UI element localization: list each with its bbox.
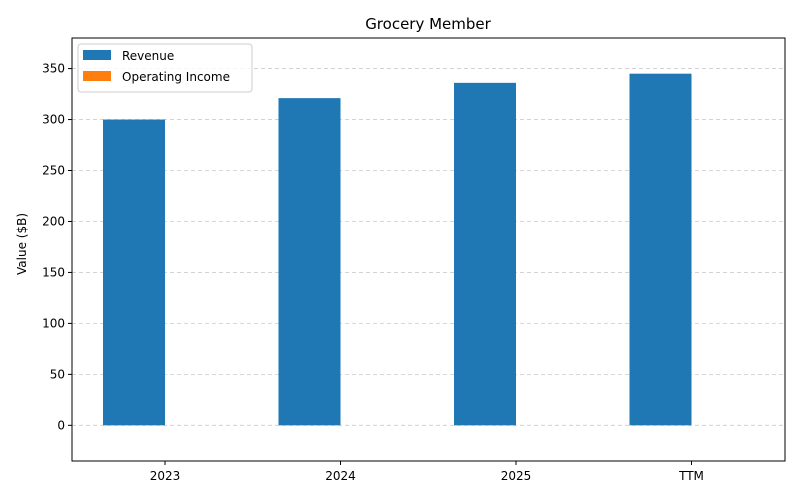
legend-swatch xyxy=(83,71,111,81)
x-tick-label: 2023 xyxy=(150,469,181,483)
x-tick-label: 2024 xyxy=(325,469,356,483)
legend-box xyxy=(77,43,253,93)
legend-label: Revenue xyxy=(122,49,174,63)
y-tick-label: 200 xyxy=(42,214,65,228)
y-axis: 0 50 100 150 200 250 300 350 xyxy=(42,62,72,432)
bar-revenue-2024 xyxy=(278,98,341,426)
bars xyxy=(103,73,692,426)
x-tick-label: 2025 xyxy=(501,469,532,483)
y-axis-label: Value ($B) xyxy=(15,213,29,275)
legend: Revenue Operating Income xyxy=(77,43,253,93)
x-axis: 2023 2024 2025 TTM xyxy=(150,461,704,483)
legend-swatch xyxy=(83,50,111,60)
legend-label: Operating Income xyxy=(122,70,230,84)
plot-frame xyxy=(71,37,786,462)
y-tick-label: 250 xyxy=(42,164,65,178)
bar-revenue-ttm xyxy=(629,73,692,426)
y-tick-label: 300 xyxy=(42,113,65,127)
y-tick-label: 350 xyxy=(42,62,65,76)
x-tick-label: TTM xyxy=(678,469,704,483)
bar-revenue-2023 xyxy=(103,119,165,426)
bar-revenue-2025 xyxy=(454,82,516,426)
y-tick-label: 0 xyxy=(57,418,65,432)
y-tick-label: 50 xyxy=(50,367,65,381)
chart-title: Grocery Member xyxy=(365,15,491,33)
y-tick-label: 100 xyxy=(42,316,65,330)
y-tick-label: 150 xyxy=(42,265,65,279)
